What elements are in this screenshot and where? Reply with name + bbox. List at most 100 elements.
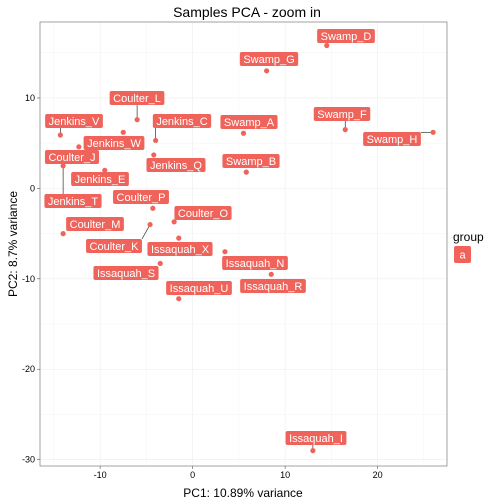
- data-point: [134, 117, 140, 123]
- point-label-text: Issaquah_N: [226, 258, 285, 270]
- point-label-box: [166, 281, 232, 295]
- point-label: Jenkins_E: [71, 172, 129, 186]
- legend-title: group: [453, 230, 484, 244]
- data-point: [243, 169, 249, 175]
- plot-panel: Swamp_D Swamp_G Coulter_L Jenkins_V Jenkins_…: [39, 21, 448, 467]
- data-point: [240, 130, 247, 136]
- x-tick-label: 0: [190, 470, 195, 480]
- point-label-text: Swamp_F: [317, 109, 367, 121]
- point-label-text: Swamp_G: [243, 54, 294, 66]
- data-points: [57, 42, 436, 454]
- data-point: [151, 152, 157, 158]
- point-labels: Swamp_D Swamp_G Coulter_L Jenkins_V Jenkins_…: [44, 29, 421, 445]
- point-label-text: Coulter_O: [178, 208, 229, 220]
- y-tick-label: 0: [30, 183, 35, 193]
- point-label: Issaquah_X: [147, 242, 213, 256]
- point-label: Jenkins_W: [83, 136, 145, 150]
- data-point: [76, 144, 82, 150]
- point-label-box: [45, 114, 103, 128]
- point-label: Issaquah_S: [93, 266, 159, 280]
- point-label: Jenkins_T: [44, 194, 102, 208]
- point-label-text: Jenkins_Q: [150, 160, 202, 172]
- point-label-text: Jenkins_T: [48, 196, 98, 208]
- point-label-box: [86, 239, 142, 253]
- point-label-text: Jenkins_V: [49, 116, 100, 128]
- point-label: Jenkins_V: [45, 114, 103, 128]
- point-label-box: [44, 150, 100, 164]
- point-label-text: Issaquah_R: [244, 281, 303, 293]
- point-label-box: [363, 132, 421, 146]
- point-label-box: [222, 256, 288, 270]
- point-label-box: [239, 52, 299, 66]
- data-point: [171, 219, 177, 225]
- point-label-box: [83, 136, 145, 150]
- x-axis-ticks: -10 0 10 20: [94, 466, 383, 480]
- x-axis-title: PC1: 10.89% variance: [183, 486, 303, 500]
- data-point: [147, 221, 153, 228]
- point-label: Coulter_L: [109, 91, 165, 105]
- point-label-text: Issaquah_I: [289, 433, 343, 445]
- point-label-box: [146, 158, 206, 172]
- point-label: Swamp_B: [222, 154, 280, 168]
- data-point: [268, 271, 274, 277]
- point-label-text: Swamp_H: [367, 134, 418, 146]
- point-label-text: Swamp_A: [224, 117, 275, 129]
- point-label-text: Jenkins_C: [156, 116, 207, 128]
- data-point: [57, 132, 63, 138]
- data-point: [342, 127, 348, 133]
- data-point: [310, 448, 316, 454]
- data-point: [120, 129, 126, 135]
- y-tick-label: -30: [22, 455, 35, 465]
- point-label-box: [66, 217, 124, 231]
- data-point: [60, 163, 66, 169]
- point-label-box: [113, 190, 169, 204]
- data-point: [264, 68, 270, 74]
- data-point: [102, 167, 108, 173]
- legend-key: [454, 246, 471, 263]
- point-label-box: [285, 431, 347, 445]
- data-point: [150, 205, 156, 211]
- point-label-box: [222, 154, 280, 168]
- data-point: [324, 42, 330, 49]
- data-point: [176, 296, 182, 302]
- x-tick-label: 10: [280, 470, 290, 480]
- point-label-text: Coulter_K: [90, 241, 140, 253]
- point-label: Issaquah_I: [285, 431, 347, 445]
- y-axis-ticks: -30 -20 -10 0 10: [22, 93, 40, 465]
- point-label-text: Coulter_M: [70, 219, 121, 231]
- y-tick-label: 10: [25, 93, 35, 103]
- data-point: [222, 249, 228, 255]
- point-label-text: Swamp_D: [321, 31, 372, 43]
- point-label: Coulter_O: [174, 206, 232, 220]
- point-label-box: [174, 206, 232, 220]
- point-label-text: Swamp_B: [226, 156, 276, 168]
- point-label-text: Issaquah_X: [151, 244, 210, 256]
- y-axis-title: PC2: 8.7% variance: [6, 191, 20, 297]
- point-label: Swamp_G: [239, 52, 299, 66]
- point-label-box: [220, 115, 278, 129]
- data-point: [157, 260, 163, 267]
- point-label-text: Coulter_L: [113, 93, 161, 105]
- point-label-text: Jenkins_W: [87, 138, 141, 150]
- point-label: Swamp_F: [313, 107, 371, 121]
- point-label-text: Coulter_P: [117, 192, 166, 204]
- y-tick-label: -20: [22, 364, 35, 374]
- point-label: Issaquah_N: [222, 256, 288, 270]
- point-label: Coulter_J: [44, 150, 100, 164]
- point-label-text: Coulter_J: [48, 152, 95, 164]
- data-point: [60, 231, 66, 237]
- point-label: Swamp_D: [317, 29, 375, 43]
- point-label-box: [71, 172, 129, 186]
- data-point: [430, 129, 436, 135]
- point-label-text: Issaquah_U: [170, 283, 229, 295]
- point-label: Coulter_K: [86, 239, 142, 253]
- point-label: Swamp_A: [220, 115, 278, 129]
- legend-key-glyph: a: [459, 250, 466, 262]
- point-label: Issaquah_R: [240, 279, 306, 293]
- point-label-box: [240, 279, 306, 293]
- point-label: Coulter_P: [113, 190, 169, 204]
- point-label-box: [317, 29, 375, 43]
- point-label-text: Issaquah_S: [97, 268, 155, 280]
- point-label: Jenkins_C: [152, 114, 212, 128]
